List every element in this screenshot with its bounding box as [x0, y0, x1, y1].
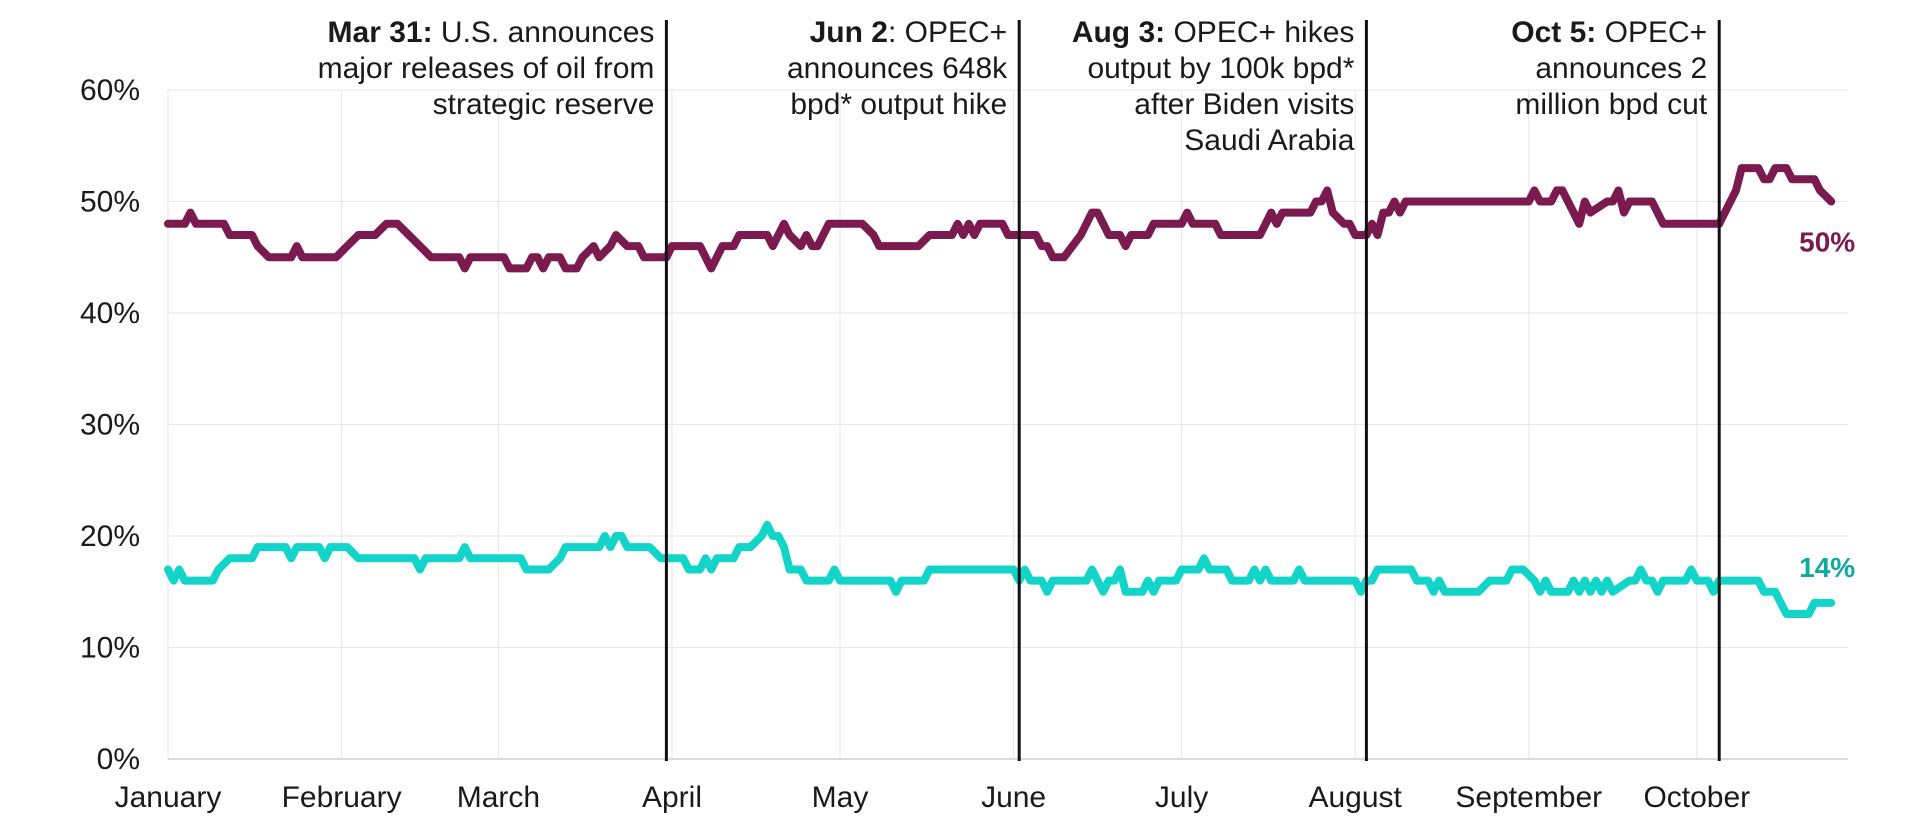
- y-tick-label: 50%: [80, 186, 140, 219]
- event-annotation-line: output by 100k bpd*: [1088, 52, 1355, 85]
- event-annotation-line: Jun 2: OPEC+: [810, 16, 1008, 49]
- event-annotation-line: Aug 3: OPEC+ hikes: [1072, 16, 1355, 49]
- x-tick-label: April: [642, 781, 702, 814]
- event-annotation-line: after Biden visits: [1134, 88, 1354, 121]
- y-tick-label: 30%: [80, 409, 140, 442]
- x-tick-label: March: [457, 781, 540, 814]
- series-line-2: [164, 520, 1836, 618]
- event-annotation-line: bpd* output hike: [790, 88, 1007, 121]
- x-axis: January February March April May June July Augu…: [115, 781, 1751, 814]
- x-tick-label: July: [1155, 781, 1208, 814]
- grid: [167, 89, 1848, 760]
- event-annotation-line: Saudi Arabia: [1184, 124, 1354, 157]
- y-tick-label: 0%: [97, 743, 140, 776]
- y-tick-label: 10%: [80, 632, 140, 665]
- x-tick-label: August: [1308, 781, 1402, 814]
- event-annotation-line: major releases of oil from: [318, 52, 655, 85]
- event-annotation-line: announces 2: [1535, 52, 1707, 85]
- y-tick-label: 20%: [80, 520, 140, 553]
- x-tick-label: January: [115, 781, 222, 814]
- series-line-1: [164, 164, 1836, 273]
- event-annotation-line: strategic reserve: [433, 88, 655, 121]
- event-annotation-line: Mar 31: U.S. announces: [328, 16, 655, 49]
- event-annotation-line: million bpd cut: [1515, 88, 1707, 121]
- event-annotation-line: announces 648k: [787, 52, 1008, 85]
- end-labels: 50% 14%: [1799, 227, 1855, 583]
- x-tick-label: September: [1455, 781, 1602, 814]
- y-tick-label: 40%: [80, 297, 140, 330]
- x-tick-label: February: [282, 781, 402, 814]
- event-annotation-line: Oct 5: OPEC+: [1511, 16, 1707, 49]
- y-axis: 0% 10% 20% 30% 40% 50% 60%: [80, 74, 140, 776]
- y-tick-label: 60%: [80, 74, 140, 107]
- series-end-label: 14%: [1799, 552, 1855, 583]
- series-end-label: 50%: [1799, 227, 1855, 258]
- series-lines: [164, 164, 1836, 618]
- x-tick-label: June: [981, 781, 1046, 814]
- x-tick-label: May: [812, 781, 869, 814]
- x-tick-label: October: [1643, 781, 1750, 814]
